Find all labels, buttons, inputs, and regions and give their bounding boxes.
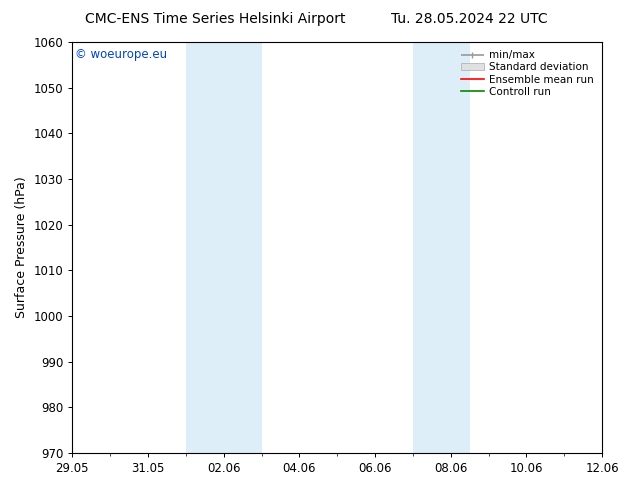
Bar	[413, 42, 470, 453]
Legend: min/max, Standard deviation, Ensemble mean run, Controll run: min/max, Standard deviation, Ensemble me…	[458, 47, 597, 100]
Text: CMC-ENS Time Series Helsinki Airport: CMC-ENS Time Series Helsinki Airport	[86, 12, 346, 26]
Text: Tu. 28.05.2024 22 UTC: Tu. 28.05.2024 22 UTC	[391, 12, 548, 26]
Y-axis label: Surface Pressure (hPa): Surface Pressure (hPa)	[15, 176, 28, 318]
Bar	[186, 42, 262, 453]
Text: © woeurope.eu: © woeurope.eu	[75, 48, 167, 61]
